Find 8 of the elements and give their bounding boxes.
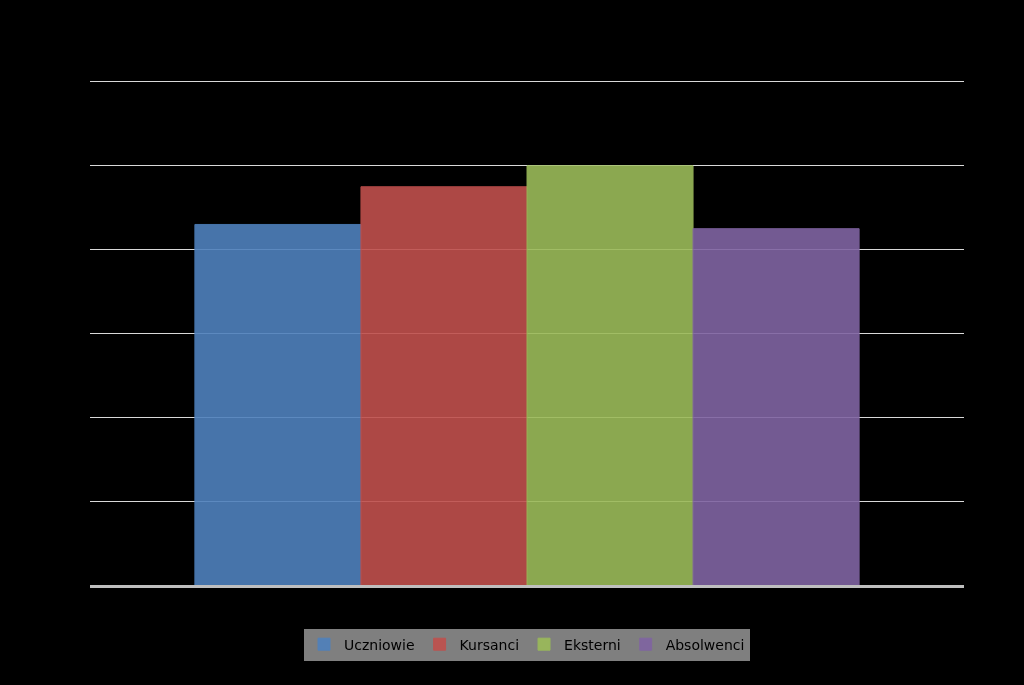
legend-label: Absolwenci — [665, 636, 745, 653]
legend-label: Eksterni — [564, 636, 621, 653]
bar — [194, 223, 362, 585]
legend-label: Kursanci — [459, 636, 520, 653]
bar — [526, 165, 694, 585]
bar — [692, 228, 860, 585]
bar — [360, 186, 528, 585]
legend-label: Uczniowie — [344, 636, 415, 653]
